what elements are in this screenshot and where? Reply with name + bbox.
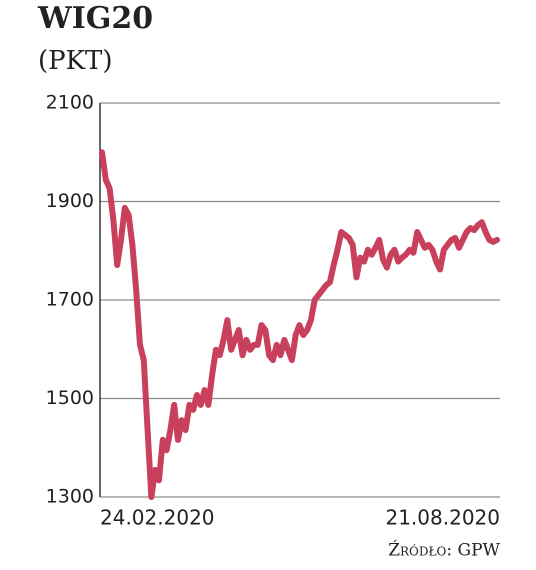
x-tick-label: 21.08.2020 — [385, 506, 500, 530]
y-tick-label: 1300 — [46, 486, 94, 508]
y-tick-label: 1500 — [46, 387, 94, 409]
source-note: Źródło: GPW — [388, 540, 500, 561]
y-tick-label: 2100 — [46, 92, 94, 114]
y-tick-label: 1900 — [46, 190, 94, 212]
chart-subtitle: (PKT) — [38, 46, 113, 76]
x-tick-label: 24.02.2020 — [100, 506, 215, 530]
line-series — [99, 149, 500, 500]
y-tick-label: 1700 — [46, 289, 94, 311]
chart-title: WIG20 — [37, 1, 153, 36]
